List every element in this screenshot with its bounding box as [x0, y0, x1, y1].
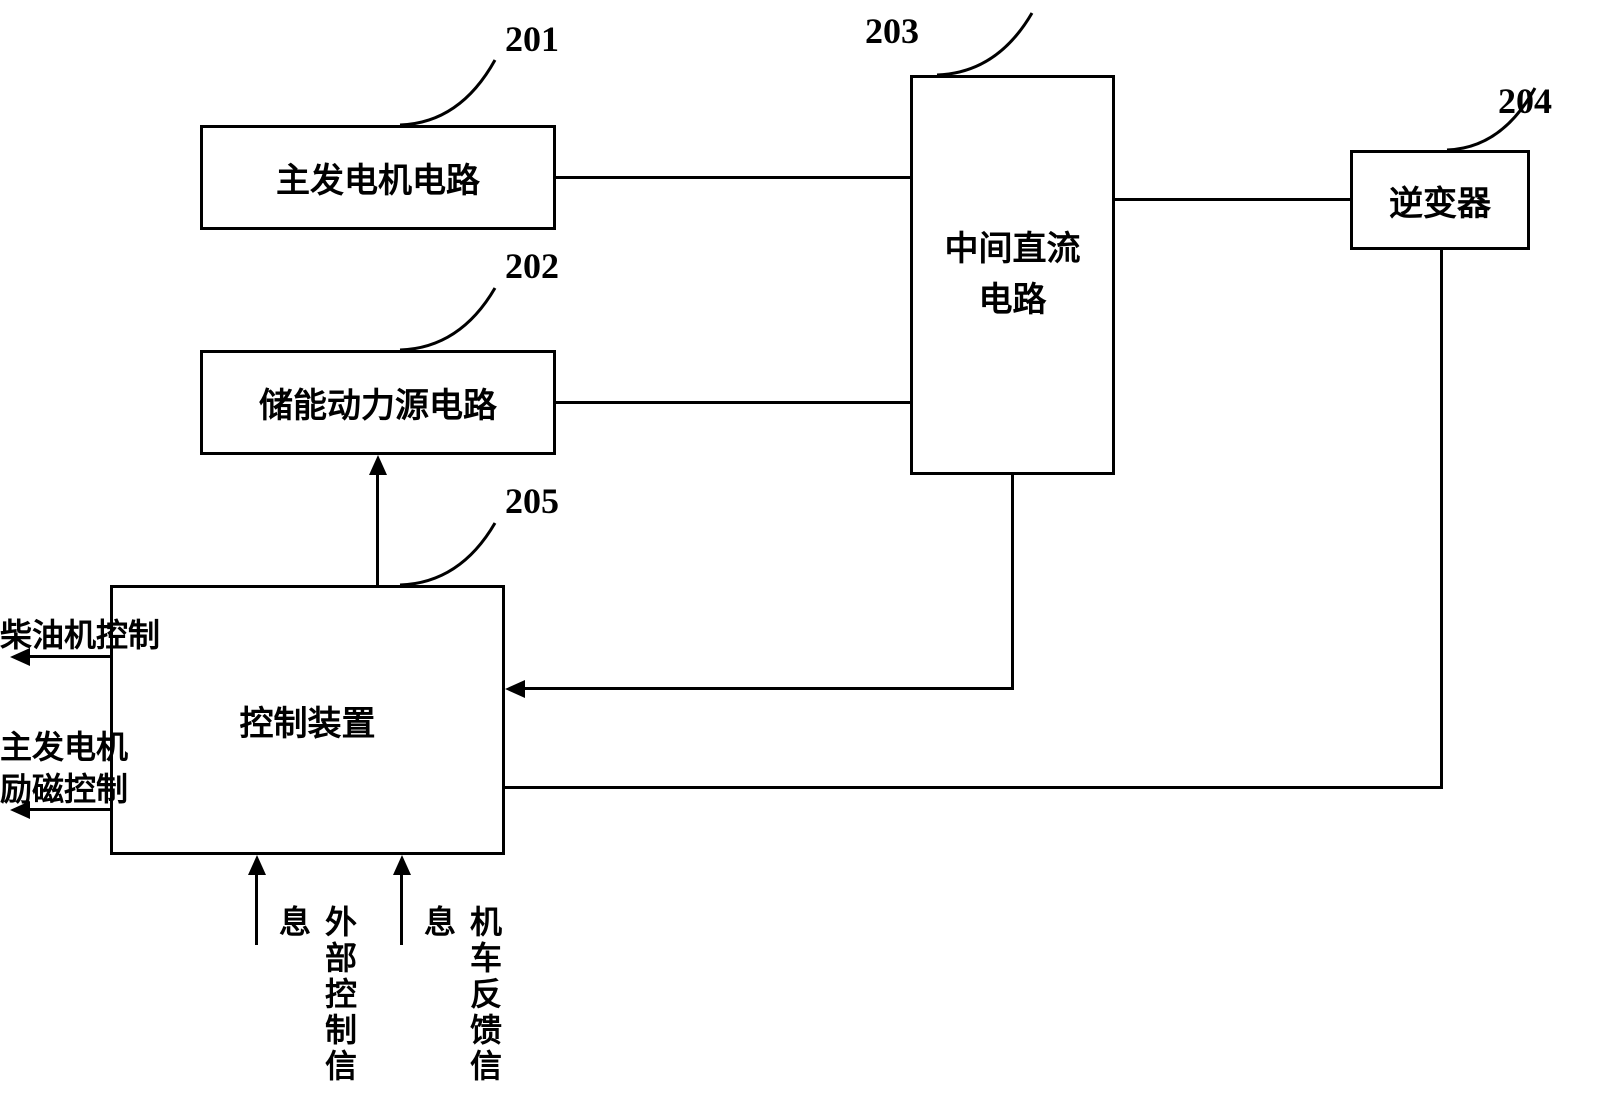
block-storage: 储能动力源电路: [200, 350, 556, 455]
lead-203: [937, 8, 1057, 88]
ref-203: 203: [865, 10, 919, 52]
block-inverter-label: 逆变器: [1389, 176, 1491, 225]
arrow-dc-to-ctrl: [505, 680, 525, 698]
lead-201: [400, 55, 520, 135]
block-main-generator-label: 主发电机电路: [276, 153, 480, 202]
ref-205: 205: [505, 480, 559, 522]
line-storage-to-dc: [556, 401, 910, 404]
line-external-in: [255, 875, 258, 945]
line-ctrl-to-inv-v: [1440, 250, 1443, 789]
lead-202: [400, 283, 520, 363]
line-dc-to-ctrl-h: [525, 687, 1014, 690]
label-feedback: 机车反馈信息: [415, 905, 507, 1098]
label-external: 外部控制信息: [270, 905, 362, 1098]
arrow-external-in: [248, 855, 266, 875]
block-main-generator: 主发电机电路: [200, 125, 556, 230]
line-feedback-in: [400, 875, 403, 945]
line-dc-to-ctrl-v: [1011, 475, 1014, 690]
block-controller: 控制装置: [110, 585, 505, 855]
label-excite-ctrl-2: 励磁控制: [0, 764, 128, 810]
block-controller-label: 控制装置: [240, 696, 376, 745]
line-main-to-dc: [556, 176, 910, 179]
arrow-feedback-in: [393, 855, 411, 875]
ref-204: 204: [1498, 80, 1552, 122]
lead-205: [400, 518, 520, 598]
line-ctrl-to-inv-h: [505, 786, 1443, 789]
block-inverter: 逆变器: [1350, 150, 1530, 250]
ref-202: 202: [505, 245, 559, 287]
label-diesel-ctrl: 柴油机控制: [0, 610, 160, 656]
block-dc-link: 中间直流电路: [910, 75, 1115, 475]
block-dc-link-label: 中间直流电路: [945, 224, 1081, 326]
ref-201: 201: [505, 18, 559, 60]
line-dc-to-inverter: [1115, 198, 1350, 201]
arrow-ctrl-to-storage: [369, 455, 387, 475]
line-ctrl-to-storage-v: [376, 475, 379, 585]
label-excite-ctrl-1: 主发电机: [0, 722, 128, 768]
block-storage-label: 储能动力源电路: [259, 378, 497, 427]
